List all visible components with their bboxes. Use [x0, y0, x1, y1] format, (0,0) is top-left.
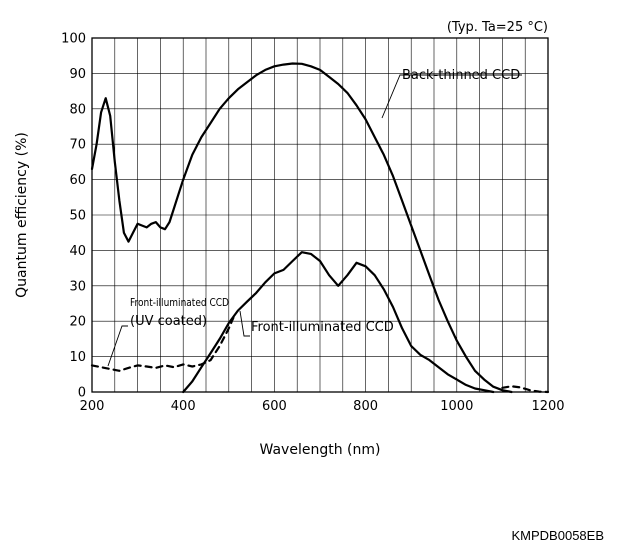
x-tick-label: 1000 [440, 399, 473, 414]
y-tick-label: 70 [69, 138, 86, 153]
y-tick-label: 20 [69, 315, 86, 330]
uv-coated-label-line1: Front-illuminated CCD [130, 296, 229, 309]
y-tick-label: 80 [69, 102, 86, 117]
x-tick-label: 200 [80, 399, 105, 414]
uv-coated-leader [107, 325, 128, 367]
y-tick-label: 60 [69, 173, 86, 188]
front-illuminated-leader [239, 310, 250, 337]
y-tick-label: 100 [61, 32, 86, 47]
series-line-2 [90, 316, 235, 372]
x-tick-label: 1200 [531, 399, 564, 414]
back-thinned-label: Back-thinned CCD [402, 68, 520, 83]
y-tick-label: 0 [78, 386, 86, 401]
y-tick-label: 10 [69, 350, 86, 365]
annotations [107, 74, 522, 367]
x-axis-label: Wavelength (nm) [260, 442, 381, 458]
x-tick-label: 600 [262, 399, 287, 414]
series-line-1 [182, 251, 495, 394]
y-tick-label: 50 [69, 209, 86, 224]
grid [92, 38, 548, 392]
y-axis-label: Quantum efficiency (%) [14, 132, 30, 298]
condition-note: (Typ. Ta=25 °C) [447, 20, 548, 35]
y-axis-ticks: 0 10 20 30 40 50 60 70 80 90 100 [61, 32, 86, 401]
front-illuminated-label: Front-illuminated CCD [251, 320, 394, 335]
x-tick-label: 800 [353, 399, 378, 414]
x-tick-label: 400 [171, 399, 196, 414]
y-tick-label: 90 [69, 67, 86, 82]
series-lines [90, 62, 550, 394]
x-axis-ticks: 200 400 600 800 1000 1200 [80, 399, 565, 414]
plot-frame [91, 37, 549, 393]
series-line-0 [90, 62, 513, 394]
y-tick-label: 30 [69, 279, 86, 294]
back-thinned-leader [381, 74, 522, 119]
y-tick-label: 40 [69, 244, 86, 259]
figure-code: KMPDB0058EB [511, 528, 605, 543]
uv-coated-label-line2: (UV coated) [130, 314, 207, 329]
